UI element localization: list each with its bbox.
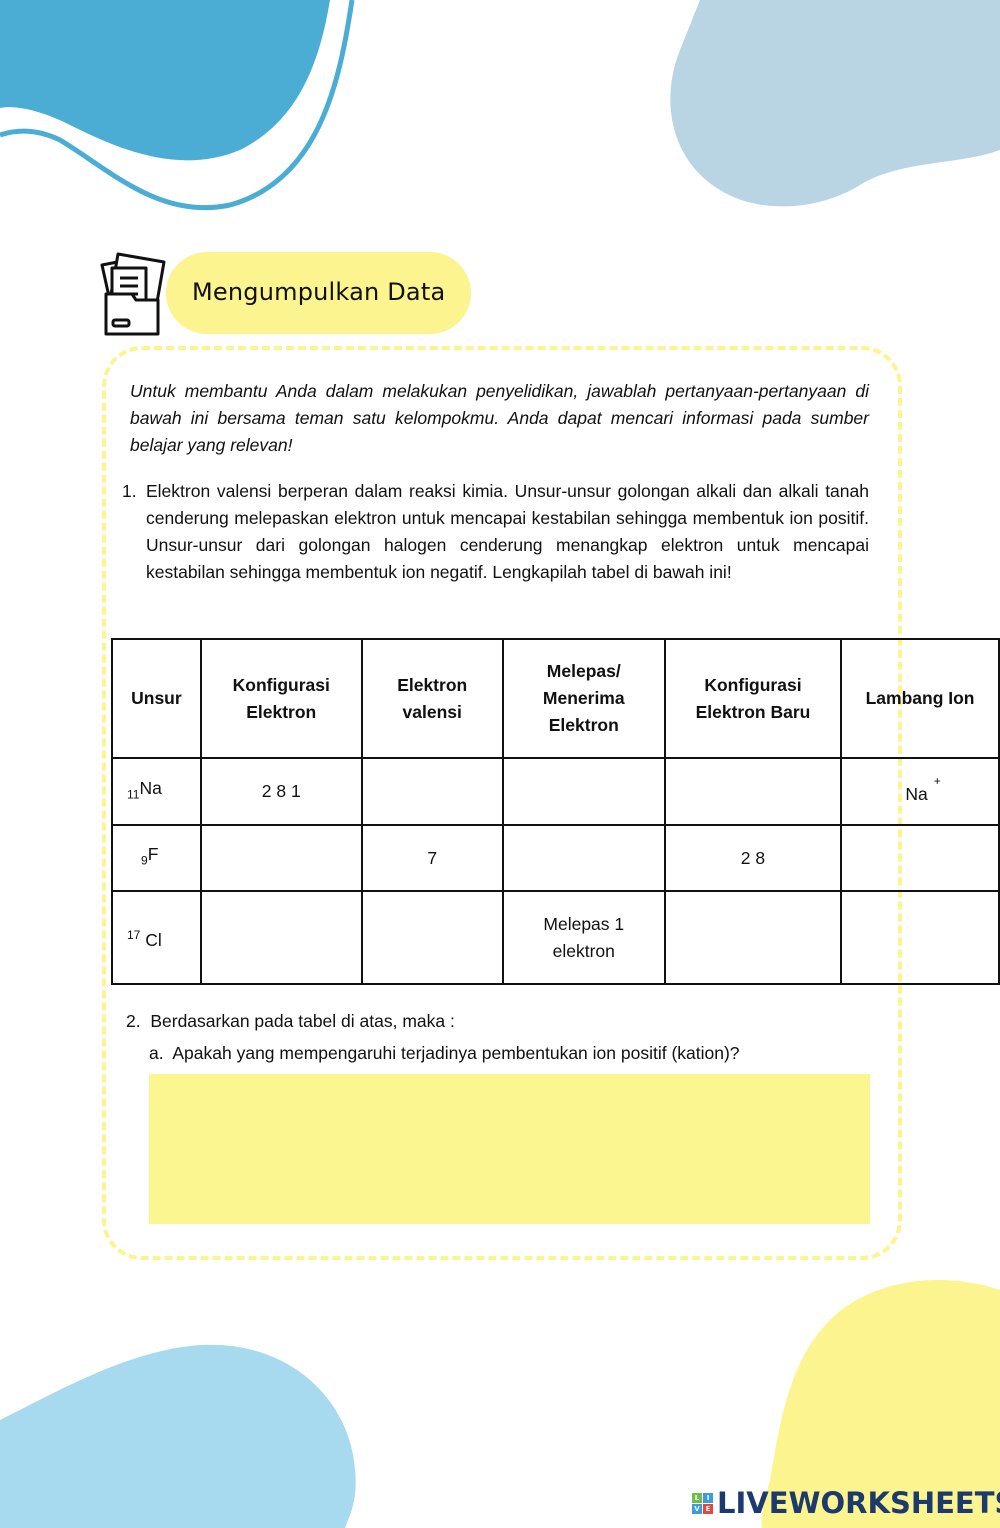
cell-ion[interactable] [840,890,1000,985]
cell-new-config[interactable] [663,890,843,985]
logo-text: LIVEWORKSHEETS [717,1486,1000,1520]
table-header-row: Unsur Konfigurasi Elektron Elektron vale… [111,638,1000,759]
answer-box[interactable] [149,1074,870,1224]
ion-charge: + [933,773,941,788]
cell-unsur: 17 Cl [111,890,202,985]
question-text: Elektron valensi berperan dalam reaksi k… [146,481,869,582]
cell-new-config[interactable]: 2 8 [663,824,843,892]
atomic-number: 9 [141,853,148,868]
blob-bottom-right [761,1280,1000,1528]
question-number: 1. [122,481,137,501]
cell-valence[interactable] [360,890,504,985]
cell-valence[interactable]: 7 [360,824,504,892]
cell-unsur: 9F [111,824,202,892]
table-row: 9F 7 2 8 [111,824,1000,892]
header-konfigurasi-baru: Konfigurasi Elektron Baru [663,638,843,759]
header-lambang: Lambang Ion [840,638,1000,759]
blob-top-left-outline [0,0,355,211]
atomic-number: 11 [127,787,140,802]
question-text: Berdasarkan pada tabel di atas, maka : [150,1011,455,1031]
cell-config[interactable] [199,824,363,892]
header-unsur: Unsur [111,638,202,759]
question-2: 2. Berdasarkan pada tabel di atas, maka … [126,1008,455,1035]
element-symbol: Na [139,777,162,798]
question-number: 2. [126,1011,141,1031]
sub-question-text: Apakah yang mempengaruhi terjadinya pemb… [172,1043,740,1063]
question-2a: a. Apakah yang mempengaruhi terjadinya p… [149,1040,740,1067]
cell-transfer[interactable] [501,824,666,892]
header-konfigurasi: Konfigurasi Elektron [199,638,363,759]
title-pill [166,252,471,334]
page-title: Mengumpulkan Data [192,278,446,306]
intro-text: Untuk membantu Anda dalam melakukan peny… [130,381,869,455]
header-melepas: Melepas/ Menerima Elektron [501,638,666,759]
header-valensi: Elektron valensi [360,638,504,759]
file-folder-icon [100,252,166,336]
blob-top-left [0,0,330,161]
blob-bottom-left [0,1344,356,1528]
cell-ion[interactable] [840,824,1000,892]
atomic-number: 17 [127,927,141,942]
cell-unsur: 11Na [111,757,202,826]
cell-ion: Na + [840,757,1000,826]
cell-config[interactable]: 2 8 1 [199,757,363,826]
table-row: 11Na 2 8 1 Na+ [111,757,1000,826]
element-symbol: Cl [145,929,162,950]
ion-symbol: Na [905,783,928,804]
sub-question-label: a. [149,1043,164,1063]
ion-table: Unsur Konfigurasi Elektron Elektron vale… [111,638,1000,985]
cell-transfer: Melepas 1 elektron [501,890,666,985]
table-row: 17 Cl Melepas 1 elektron [111,890,1000,985]
blob-top-right [670,0,1000,207]
cell-transfer[interactable] [501,757,666,826]
cell-valence[interactable] [360,757,504,826]
cell-new-config[interactable] [663,757,843,826]
cell-config[interactable] [199,890,363,985]
question-1: 1. Elektron valensi berperan dalam reaks… [122,478,869,586]
element-symbol: F [147,844,159,865]
